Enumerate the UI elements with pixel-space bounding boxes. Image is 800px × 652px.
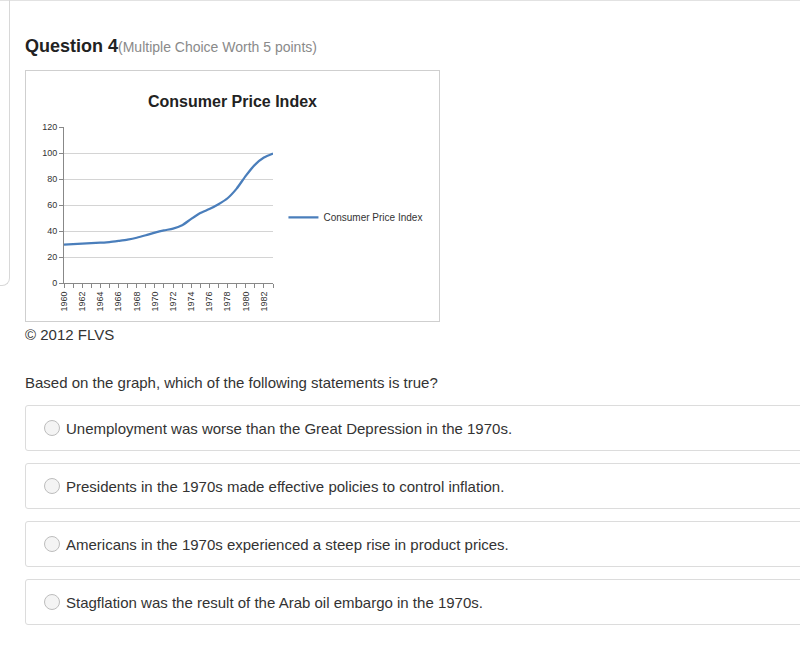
svg-text:1964: 1964 (95, 292, 105, 312)
svg-text:1980: 1980 (241, 292, 251, 312)
html-text:© 2012 FLVS: © 2012 FLVS (25, 326, 115, 343)
svg-text:1966: 1966 (113, 292, 123, 312)
svg-text:1978: 1978 (222, 292, 232, 312)
svg-text:100: 100 (42, 148, 57, 158)
svg-text:1976: 1976 (204, 292, 214, 312)
html-text:Americans in the 1970s experie: Americans in the 1970s experienced a ste… (66, 536, 509, 553)
svg-text:60: 60 (47, 200, 57, 210)
html-text:Question 4(Multiple Choice Wor: Question 4(Multiple Choice Worth 5 point… (25, 36, 317, 56)
svg-text:1972: 1972 (168, 292, 178, 312)
svg-text:20: 20 (47, 252, 57, 262)
svg-text:1962: 1962 (77, 292, 87, 312)
svg-text:1968: 1968 (132, 292, 142, 312)
html-text:Stagflation was the result of: Stagflation was the result of the Arab o… (66, 594, 483, 611)
html-text:Presidents in the 1970s made e: Presidents in the 1970s made effective p… (66, 478, 505, 495)
svg-text:1982: 1982 (259, 292, 269, 312)
svg-text:1970: 1970 (150, 292, 160, 312)
svg-text:80: 80 (47, 174, 57, 184)
svg-text:40: 40 (47, 226, 57, 236)
svg-text:1960: 1960 (59, 292, 69, 312)
html-text:Unemployment was worse than th: Unemployment was worse than the Great De… (66, 420, 513, 437)
svg-text:0: 0 (52, 278, 57, 288)
svg-text:Consumer Price Index: Consumer Price Index (148, 93, 317, 110)
svg-text:1974: 1974 (186, 292, 196, 312)
html-text:Based on the graph, which of t: Based on the graph, which of the followi… (25, 374, 438, 391)
svg-text:Consumer Price Index: Consumer Price Index (323, 212, 422, 223)
svg-text:120: 120 (42, 122, 57, 132)
